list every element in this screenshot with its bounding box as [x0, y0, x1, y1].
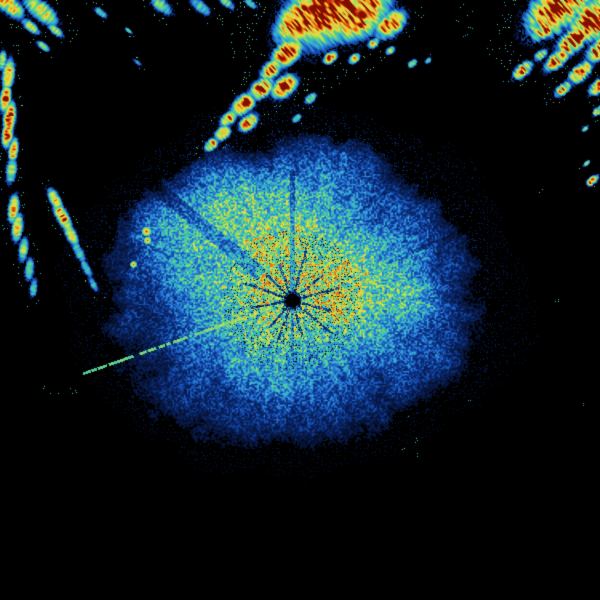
radar-display — [0, 0, 600, 600]
radar-reflectivity-canvas — [0, 0, 600, 600]
